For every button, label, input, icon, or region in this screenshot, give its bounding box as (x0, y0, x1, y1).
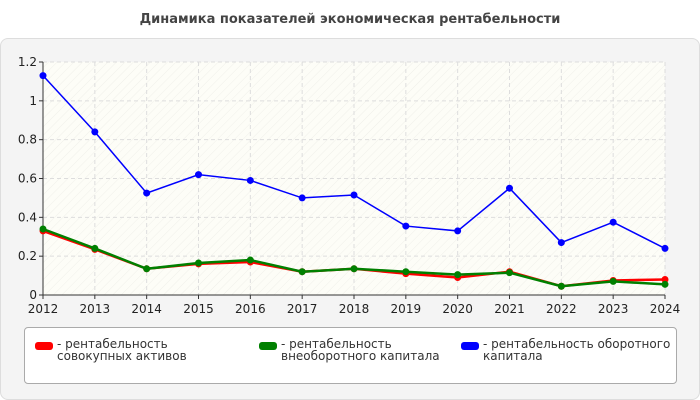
data-point-2 (402, 222, 410, 230)
x-tick-label: 2020 (442, 302, 473, 316)
data-point-2 (143, 189, 151, 197)
data-point-2 (506, 184, 513, 192)
line-chart: 0 0.2 0.4 0.6 0.8 1 1.2 2012 2013 2014 2015 2016 201… (18, 55, 681, 316)
x-tick-label: 2014 (131, 302, 162, 316)
data-point-1 (506, 269, 513, 277)
data-point-0 (661, 275, 669, 283)
data-point-2 (350, 191, 358, 199)
x-tick-label: 2021 (494, 302, 525, 316)
y-tick-label: 1 (29, 94, 37, 108)
x-tick-label: 2024 (650, 302, 681, 316)
y-tick-label: 0.6 (18, 172, 37, 186)
data-point-1 (661, 280, 669, 288)
data-point-2 (454, 227, 462, 235)
data-point-1 (609, 277, 617, 285)
legend-swatch-red (35, 342, 53, 350)
legend-label: - рентабельность оборотного капитала (483, 337, 671, 363)
y-tick-label: 1.2 (18, 55, 37, 69)
x-tick-label: 2022 (546, 302, 577, 316)
y-tick-label: 0.4 (18, 210, 37, 224)
x-tick-label: 2012 (28, 302, 59, 316)
data-point-1 (402, 268, 410, 276)
x-tick-label: 2023 (598, 302, 629, 316)
x-tick-label: 2013 (80, 302, 111, 316)
data-point-1 (39, 225, 47, 233)
legend-item-noncurrent-capital[interactable]: - рентабельность внеоборотного капитала (259, 338, 459, 362)
data-point-1 (143, 265, 151, 273)
x-tick-label: 2016 (235, 302, 266, 316)
data-point-2 (557, 239, 565, 247)
data-point-1 (298, 268, 306, 276)
data-point-2 (91, 128, 99, 136)
x-tick-label: 2019 (391, 302, 422, 316)
data-point-1 (454, 271, 462, 279)
legend-label: - рентабельность совокупных активов (57, 337, 187, 363)
legend-item-total-assets[interactable]: - рентабельность совокупных активов (35, 338, 245, 362)
y-tick-label: 0 (29, 288, 37, 302)
data-point-1 (350, 265, 358, 273)
data-point-2 (195, 171, 202, 179)
data-point-2 (661, 244, 669, 252)
data-point-1 (557, 282, 565, 290)
x-tick-label: 2015 (183, 302, 214, 316)
data-point-1 (91, 244, 99, 252)
x-tick-label: 2017 (287, 302, 318, 316)
data-point-1 (246, 256, 254, 264)
data-point-2 (609, 218, 617, 226)
data-point-2 (298, 194, 306, 202)
legend-label: - рентабельность внеоборотного капитала (281, 337, 440, 363)
legend-swatch-green (259, 342, 277, 350)
data-point-2 (39, 72, 47, 80)
y-tick-label: 0.2 (18, 249, 37, 263)
data-point-1 (195, 259, 202, 267)
legend-swatch-blue (461, 342, 479, 350)
legend: - рентабельность совокупных активов - ре… (24, 327, 677, 384)
legend-item-working-capital[interactable]: - рентабельность оборотного капитала (461, 338, 671, 362)
y-tick-label: 0.8 (18, 133, 37, 147)
x-tick-label: 2018 (339, 302, 370, 316)
data-point-2 (246, 176, 254, 184)
chart-title: Динамика показателей экономическая рента… (139, 12, 561, 27)
